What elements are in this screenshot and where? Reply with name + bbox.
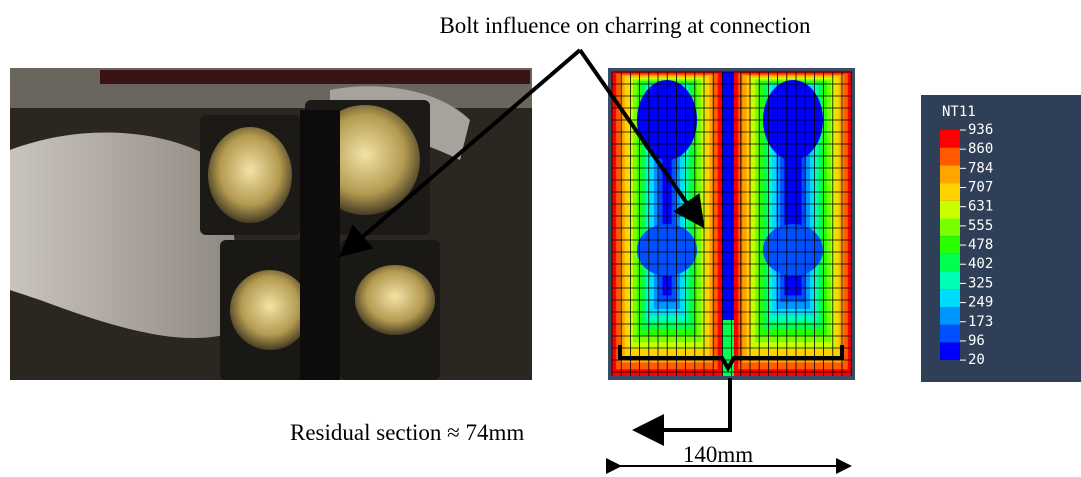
legend-label: 173 (968, 314, 993, 330)
caption: Bolt influence on charring at connection (439, 13, 811, 38)
photo (10, 68, 532, 380)
legend-label: 96 (968, 333, 985, 349)
legend-swatch (940, 148, 960, 166)
legend-swatch (940, 165, 960, 183)
residual-label: Residual section ≈ 74mm (290, 420, 524, 445)
legend-swatch (940, 289, 960, 307)
width-label: 140mm (683, 442, 753, 467)
legend: NT11 936 860 784 707 631 555 478 402 325 249 173 96… (920, 94, 1081, 383)
legend-title: NT11 (942, 104, 976, 120)
legend-label: 555 (968, 218, 993, 234)
legend-label: 936 (968, 122, 993, 138)
figure: NT11 936 860 784 707 631 555 478 402 325 249 173 96… (0, 0, 1081, 477)
legend-swatch (940, 183, 960, 201)
legend-label: 707 (968, 180, 993, 196)
legend-label: 631 (968, 199, 993, 215)
legend-label: 860 (968, 141, 993, 157)
legend-label: 784 (968, 160, 993, 176)
legend-swatch (940, 307, 960, 325)
legend-swatch (940, 325, 960, 343)
legend-swatch (940, 342, 960, 360)
legend-label: 478 (968, 237, 993, 253)
fe-contour (608, 68, 855, 380)
legend-label: 402 (968, 256, 993, 272)
arrow (640, 378, 730, 430)
legend-swatch (940, 130, 960, 148)
legend-swatch (940, 272, 960, 290)
legend-swatch (940, 219, 960, 237)
legend-swatch (940, 254, 960, 272)
legend-swatch (940, 236, 960, 254)
legend-label: 249 (968, 295, 993, 311)
legend-label: 20 (968, 352, 985, 368)
legend-swatch (940, 201, 960, 219)
legend-label: 325 (968, 275, 993, 291)
